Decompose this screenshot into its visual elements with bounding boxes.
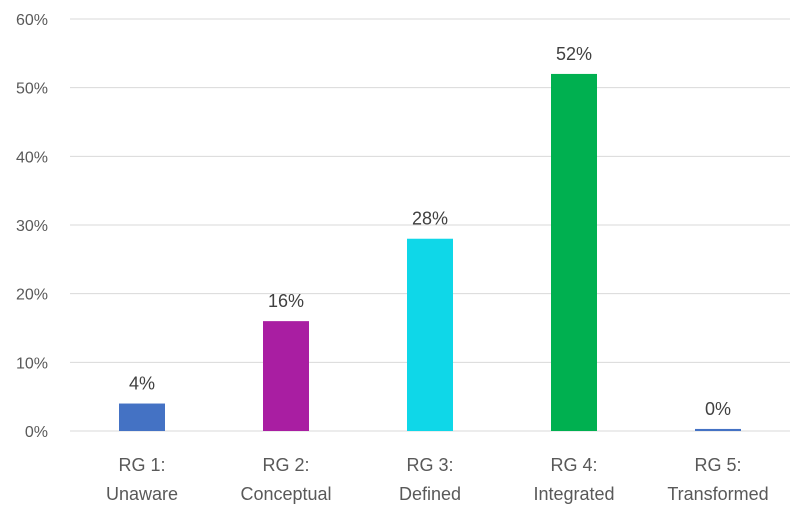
data-label: 28% [412, 209, 448, 229]
x-category-label: Integrated [533, 484, 614, 504]
bars [119, 73, 741, 431]
x-category-label: Unaware [106, 484, 178, 504]
data-label: 16% [268, 291, 304, 311]
bar [119, 403, 165, 431]
bar [551, 73, 597, 431]
data-label: 4% [129, 374, 155, 394]
x-category-label: Defined [399, 484, 461, 504]
data-label: 0% [705, 399, 731, 419]
y-tick-label: 60% [16, 12, 48, 29]
y-axis-tick-labels: 0% 10% 20% 30% 40% 50% 60% [16, 12, 48, 441]
x-category-label: RG 2: [262, 455, 309, 475]
x-category-label: RG 5: [694, 455, 741, 475]
x-category-label: Transformed [667, 484, 768, 504]
y-tick-label: 10% [16, 355, 48, 372]
x-axis-category-labels: RG 1: Unaware RG 2: Conceptual RG 3: Defined R… [106, 455, 769, 504]
x-category-label: RG 1: [118, 455, 165, 475]
data-labels: 4% 16% 28% 52% 0% [129, 44, 731, 419]
y-tick-label: 30% [16, 218, 48, 235]
x-category-label: RG 4: [550, 455, 597, 475]
bar [407, 238, 453, 431]
data-label: 52% [556, 44, 592, 64]
y-tick-label: 0% [25, 424, 48, 441]
y-tick-label: 40% [16, 149, 48, 166]
y-tick-label: 20% [16, 287, 48, 304]
y-tick-label: 50% [16, 81, 48, 98]
x-category-label: RG 3: [406, 455, 453, 475]
x-category-label: Conceptual [240, 484, 331, 504]
bar [695, 428, 741, 431]
bar [263, 321, 309, 431]
